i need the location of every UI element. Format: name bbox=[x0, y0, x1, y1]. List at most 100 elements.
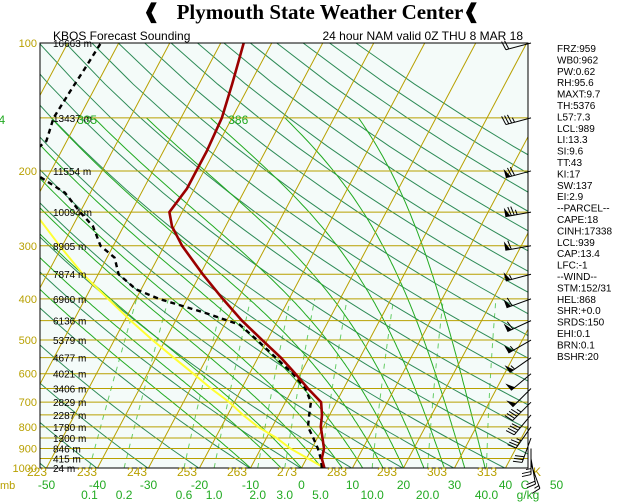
wind-barb-flag bbox=[526, 483, 536, 489]
wind-barb-half-flag bbox=[509, 345, 515, 351]
isotherm-line bbox=[608, 43, 640, 468]
wind-barb bbox=[503, 240, 532, 251]
sounding-index: STM:152/31 bbox=[557, 283, 612, 294]
sounding-index: HEL:868 bbox=[557, 295, 596, 306]
theta-bottom-label: 303 bbox=[427, 465, 447, 479]
temperature-tick-label: -20 bbox=[191, 478, 209, 492]
wind-barb-flag bbox=[510, 408, 520, 415]
theta-bottom-label: 283 bbox=[327, 465, 347, 479]
theta-bottom-label: 263 bbox=[227, 465, 247, 479]
theta-label: 304 bbox=[0, 113, 6, 127]
moist-adiabat-line bbox=[40, 207, 323, 468]
pressure-tick-label: 800 bbox=[19, 422, 37, 434]
theta-bottom-label: K bbox=[533, 465, 541, 479]
isotherm-line bbox=[250, 43, 477, 468]
isotherm-line bbox=[0, 43, 17, 468]
wind-barb bbox=[521, 448, 532, 478]
sounding-traces bbox=[40, 43, 326, 468]
wind-barb bbox=[505, 373, 532, 391]
wind-barb-flag bbox=[507, 444, 517, 449]
sounding-index: LCL:989 bbox=[557, 124, 595, 135]
mixing-ratio-label: 2.0 bbox=[249, 488, 266, 502]
wind-barb-pennant bbox=[506, 400, 517, 407]
wind-barb bbox=[504, 401, 532, 421]
height-label: 415 m bbox=[53, 455, 81, 466]
isotherm-line bbox=[352, 135, 528, 468]
moist-adiabat-line bbox=[40, 177, 343, 468]
isotherm-line bbox=[40, 43, 222, 386]
wind-barb-flag bbox=[511, 423, 521, 429]
moist-adiabat-line bbox=[40, 144, 364, 468]
sounding-index: EI:2.9 bbox=[557, 192, 584, 203]
wind-barb-pennant bbox=[505, 383, 515, 391]
pennant-flag-icon: ❰ bbox=[463, 1, 480, 23]
wind-barb-half-flag bbox=[516, 408, 522, 413]
wind-barb-pennant bbox=[503, 241, 511, 251]
isotherm-line bbox=[454, 328, 528, 468]
dewpoint-trace bbox=[40, 43, 324, 468]
temperature-tick-label: -40 bbox=[89, 478, 107, 492]
wind-barb-pennant bbox=[503, 323, 512, 332]
sounding-index: FRZ:959 bbox=[557, 44, 596, 55]
wind-barb bbox=[501, 114, 532, 126]
theta-label: 335 bbox=[77, 113, 97, 127]
wind-barb-flag bbox=[504, 40, 510, 50]
mixing-ratio-label: 0.1 bbox=[81, 488, 98, 502]
wind-barb-flag bbox=[506, 321, 514, 330]
wind-barb-pennant bbox=[503, 168, 511, 178]
sounding-index: SHR:+0.0 bbox=[557, 306, 601, 317]
height-label: 1300 m bbox=[53, 434, 86, 445]
isotherm-line bbox=[301, 43, 528, 468]
wind-barb-flag bbox=[508, 410, 518, 417]
wind-barb-flag bbox=[510, 206, 515, 216]
sounding-index: BSHR:20 bbox=[557, 352, 599, 363]
height-label: 1780 m bbox=[53, 423, 86, 434]
pennant-flag-icon: ❰ bbox=[143, 1, 160, 23]
height-label: 5379 m bbox=[53, 336, 86, 347]
wind-barb-staff bbox=[515, 426, 532, 449]
height-label: 24 m bbox=[53, 464, 75, 475]
isotherm-line bbox=[97, 43, 324, 468]
sounding-index: LI:13.3 bbox=[557, 135, 588, 146]
thermo-grid bbox=[0, 43, 640, 468]
wind-barb-staff bbox=[505, 42, 532, 51]
wind-barb-pennant bbox=[503, 299, 512, 308]
sounding-index: LFC:-1 bbox=[557, 261, 588, 272]
wind-barb bbox=[506, 388, 532, 408]
wind-barb-staff bbox=[510, 373, 532, 391]
temperature-tick-label: 40 bbox=[499, 478, 513, 492]
wind-barb bbox=[503, 166, 532, 179]
sounding-index: KI:17 bbox=[557, 169, 581, 180]
isotherm-line bbox=[40, 43, 171, 289]
moist-adiabat-line bbox=[40, 256, 282, 468]
header-bar: ❰ Plymouth State Weather Center ❰ bbox=[0, 0, 640, 24]
wind-barb-flag bbox=[501, 116, 507, 125]
wind-barb bbox=[503, 297, 532, 309]
temperature-tick-label: -50 bbox=[38, 478, 56, 492]
valid-time-label: 24 hour NAM valid 0Z THU 8 MAR 18 bbox=[322, 29, 523, 43]
temperature-tick-label: 10 bbox=[346, 478, 360, 492]
theta-bottom-label: 233 bbox=[77, 465, 97, 479]
temperature-trace bbox=[168, 43, 326, 468]
wind-barb-pennant bbox=[504, 365, 514, 373]
wind-barb bbox=[530, 463, 541, 494]
temperature-unit-label: C bbox=[521, 478, 530, 492]
wind-barb-half-flag bbox=[510, 365, 515, 370]
height-label: 13437 m bbox=[53, 114, 92, 125]
theta-label: 386 bbox=[228, 113, 248, 127]
wind-barb-staff bbox=[505, 245, 532, 251]
isotherm-line bbox=[403, 232, 528, 468]
height-label: 2287 m bbox=[53, 411, 86, 422]
isotherm-line bbox=[199, 43, 426, 468]
mixing-ratio-label: 10.0 bbox=[360, 488, 384, 502]
wind-barb-flag bbox=[507, 206, 512, 216]
height-label: 10094 m bbox=[53, 208, 92, 219]
wind-barb-staff bbox=[505, 211, 532, 218]
sounding-index: LCL:939 bbox=[557, 238, 595, 249]
height-label: 6960 m bbox=[53, 295, 86, 306]
pressure-tick-label: 200 bbox=[19, 166, 37, 178]
pressure-tick-label: 1000 bbox=[13, 463, 37, 475]
sounding-index: SI:9.6 bbox=[557, 147, 584, 158]
height-label: 16663 m bbox=[53, 39, 92, 50]
